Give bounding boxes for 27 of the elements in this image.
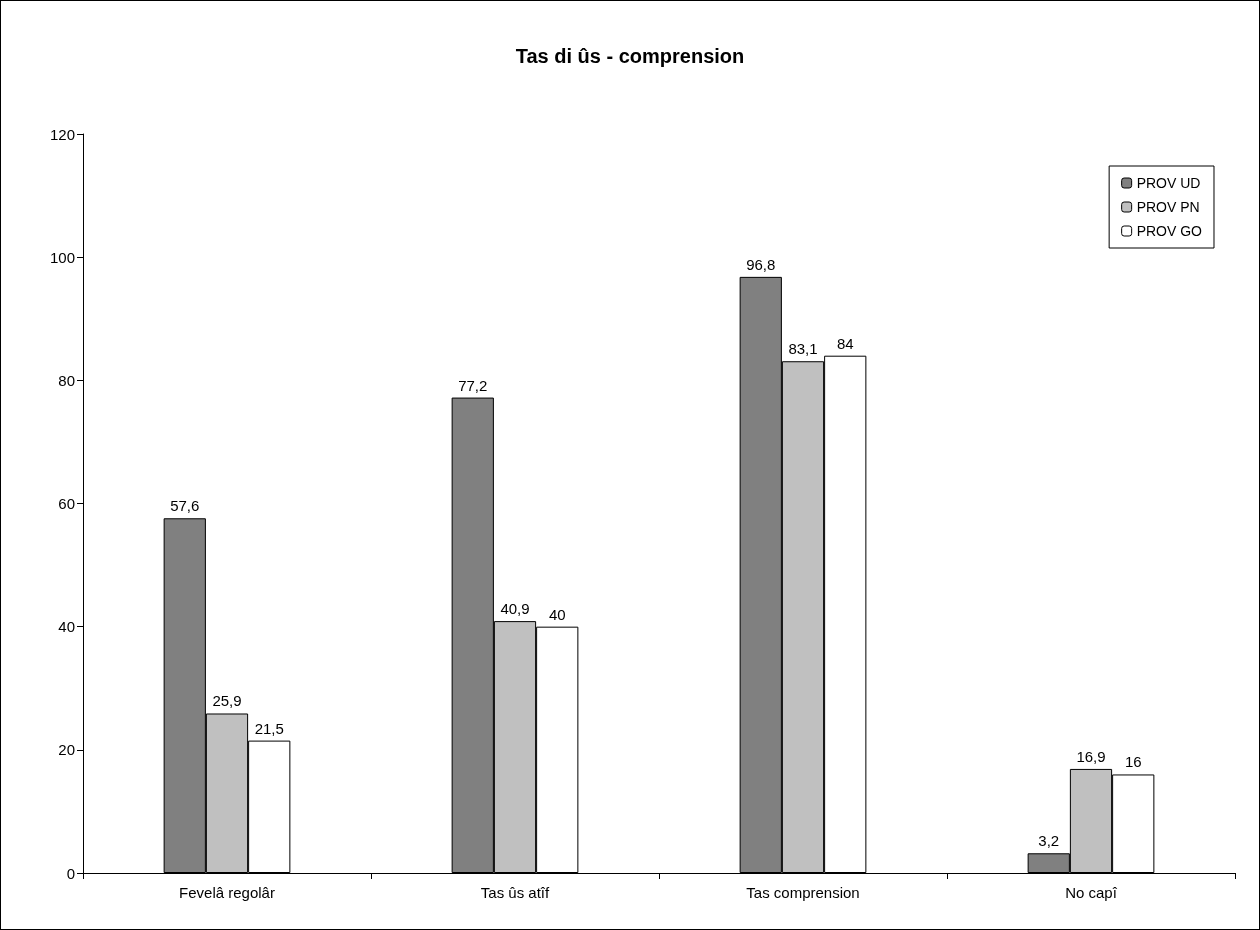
x-tick-label: Tas ûs atîf: [480, 884, 551, 901]
y-tick-label: 120: [49, 125, 75, 143]
legend-label: PROV PN: [1136, 199, 1200, 215]
data-label: 57,6: [170, 497, 200, 515]
data-label: 83,1: [788, 340, 818, 358]
data-label: 40: [548, 605, 566, 623]
data-label: 40,9: [500, 600, 530, 618]
legend-label: PROV GO: [1136, 223, 1203, 239]
y-tick-label: 100: [49, 248, 75, 266]
data-label: 21,5: [254, 719, 284, 737]
data-label: 3,2: [1038, 832, 1060, 850]
data-label: 84: [836, 334, 854, 352]
y-tick-label: 0: [66, 864, 75, 882]
x-tick-label: No capî: [1065, 884, 1118, 901]
data-label: 77,2: [458, 376, 488, 394]
y-tick-label: 40: [58, 618, 75, 636]
legend-label: PROV UD: [1136, 175, 1201, 191]
x-tick-label: Tas comprension: [746, 884, 860, 901]
y-tick-label: 80: [58, 371, 75, 389]
y-tick-label: 20: [58, 741, 75, 759]
data-label: 96,8: [746, 255, 776, 273]
data-label: 16: [1124, 753, 1142, 771]
data-label: 25,9: [212, 692, 242, 710]
y-tick-label: 60: [58, 495, 75, 512]
x-tick-label: Fevelâ regolâr: [179, 884, 275, 901]
chart-title: Tas di ûs - comprension: [515, 45, 745, 67]
data-label: 16,9: [1076, 747, 1106, 765]
